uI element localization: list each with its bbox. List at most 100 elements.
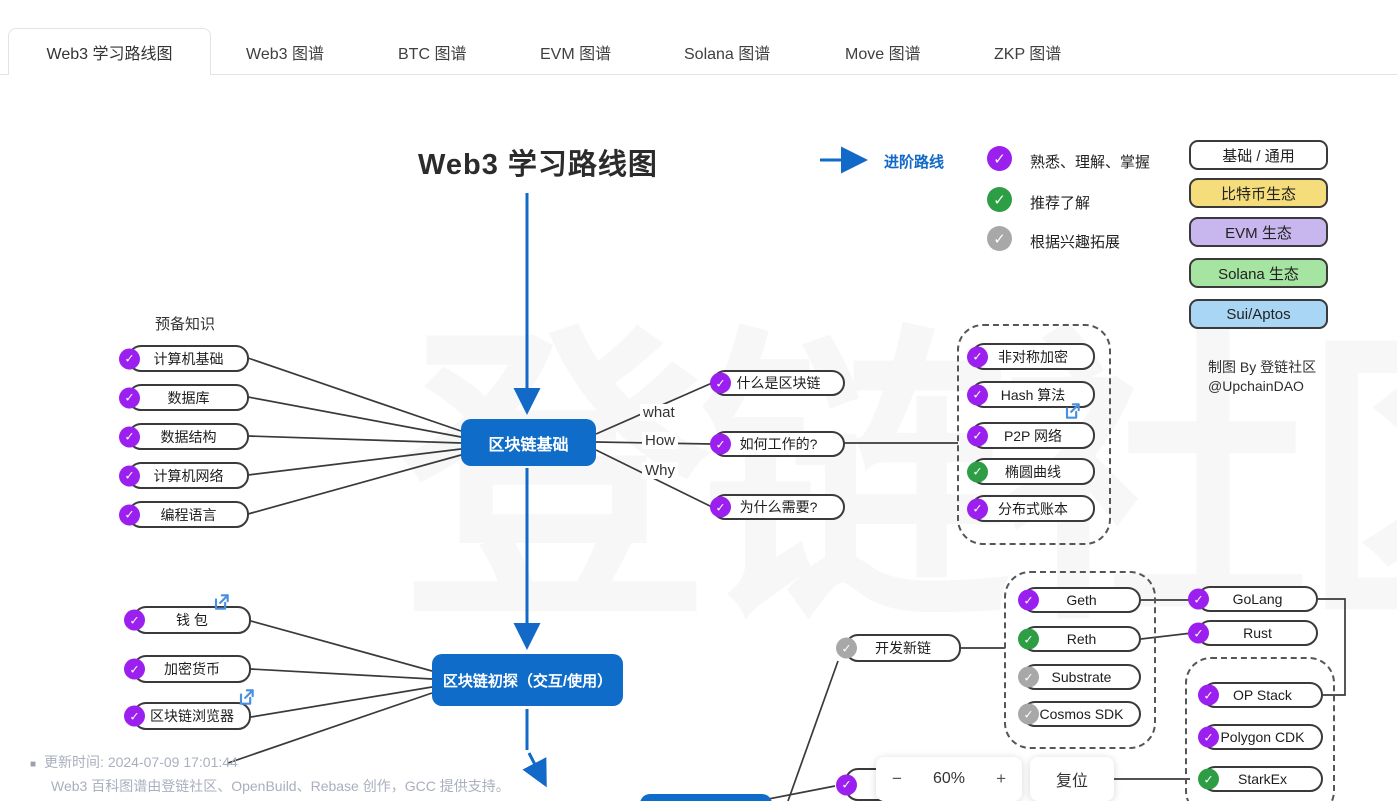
node-label: 计算机网络: [153, 467, 224, 484]
node-label: 区块链基础: [488, 436, 569, 454]
node-dev-new-chain[interactable]: 开发新链: [836, 634, 961, 662]
node-p2p-network[interactable]: P2P 网络: [967, 422, 1095, 449]
node-wallet[interactable]: 钱 包: [124, 606, 251, 634]
tab-web3-atlas[interactable]: Web3 图谱: [246, 46, 324, 63]
node-label: Hash 算法: [1000, 386, 1066, 403]
check-icon-mastery: [987, 146, 1012, 171]
check-icon: [1198, 768, 1219, 790]
footer-updated-text: 更新时间: 2024-07-09 17:01:44: [44, 754, 238, 770]
check-icon: [119, 387, 140, 408]
node-cryptocurrency[interactable]: 加密货币: [124, 655, 251, 683]
check-icon: [124, 609, 145, 631]
node-computer-basics[interactable]: 计算机基础: [119, 345, 249, 372]
node-what-is-blockchain[interactable]: 什么是区块链: [710, 370, 845, 396]
node-geth[interactable]: Geth: [1018, 587, 1141, 613]
check-icon: [119, 348, 140, 369]
node-label: 数据库: [167, 389, 210, 406]
node-computer-networks[interactable]: 计算机网络: [119, 462, 249, 489]
node-label: 为什么需要?: [739, 499, 818, 515]
node-label: Substrate: [1051, 669, 1112, 685]
category-evm: EVM 生态: [1189, 217, 1328, 247]
zoom-toolbar: − 60% +: [876, 757, 1022, 801]
check-icon: [124, 658, 145, 680]
tab-btc-atlas[interactable]: BTC 图谱: [398, 46, 467, 63]
reset-view-button[interactable]: 复位: [1030, 757, 1114, 801]
zoom-out-button[interactable]: −: [892, 769, 902, 788]
author-credit-line2: @UpchainDAO: [1208, 378, 1304, 394]
category-solana: Solana 生态: [1189, 258, 1328, 288]
check-icon: [1018, 703, 1039, 725]
node-op-stack[interactable]: OP Stack: [1198, 682, 1323, 708]
check-icon: [836, 774, 857, 795]
node-label: 非对称加密: [998, 348, 1068, 365]
node-how-it-works[interactable]: 如何工作的?: [710, 431, 845, 457]
tab-zkp-atlas[interactable]: ZKP 图谱: [994, 46, 1062, 63]
footer-updated: ■ 更新时间: 2024-07-09 17:01:44: [30, 752, 238, 772]
check-icon: [1198, 684, 1219, 706]
tab-web3-roadmap[interactable]: Web3 学习路线图: [8, 28, 211, 75]
external-link-icon[interactable]: [211, 592, 231, 612]
node-why-needed[interactable]: 为什么需要?: [710, 494, 845, 520]
check-icon: [836, 637, 857, 659]
node-reth[interactable]: Reth: [1018, 626, 1141, 652]
node-programming-languages[interactable]: 编程语言: [119, 501, 249, 528]
branch-label-what: what: [640, 404, 678, 421]
tab-move-atlas[interactable]: Move 图谱: [845, 46, 921, 63]
node-label: P2P 网络: [1003, 427, 1063, 444]
node-substrate[interactable]: Substrate: [1018, 664, 1141, 690]
check-icon: [1188, 588, 1209, 610]
node-distributed-ledger[interactable]: 分布式账本: [967, 495, 1095, 522]
check-icon: [119, 465, 140, 486]
prereq-heading: 预备知识: [155, 316, 216, 333]
category-sui-aptos: Sui/Aptos: [1189, 299, 1328, 329]
check-icon: [967, 346, 988, 367]
check-icon: [710, 496, 731, 518]
external-link-icon[interactable]: [236, 687, 256, 707]
node-blockchain-firstlook[interactable]: 区块链初探（交互/使用）: [432, 654, 623, 706]
check-icon: [124, 705, 145, 727]
node-label: 椭圆曲线: [1005, 463, 1061, 480]
node-block-explorer[interactable]: 区块链浏览器: [124, 702, 251, 730]
group-l2-stacks: [1185, 657, 1335, 801]
node-cosmos-sdk[interactable]: Cosmos SDK: [1018, 701, 1141, 727]
check-icon: [967, 498, 988, 519]
node-label: OP Stack: [1233, 687, 1292, 703]
category-basic: 基础 / 通用: [1189, 140, 1328, 170]
legend-mastery-label: 熟悉、理解、掌握: [1030, 154, 1151, 171]
node-golang[interactable]: GoLang: [1188, 586, 1318, 612]
tab-solana-atlas[interactable]: Solana 图谱: [684, 46, 771, 63]
footer-credits: Web3 百科图谱由登链社区、OpenBuild、Rebase 创作，GCC 提…: [51, 778, 510, 794]
branch-label-how: How: [642, 432, 679, 449]
node-data-structures[interactable]: 数据结构: [119, 423, 249, 450]
legend-recommended-label: 推荐了解: [1030, 195, 1091, 212]
external-link-icon[interactable]: [1062, 401, 1082, 421]
zoom-in-button[interactable]: +: [996, 769, 1006, 788]
node-partial-bottom-blue[interactable]: [640, 794, 772, 801]
map-title: Web3 学习路线图: [418, 149, 658, 181]
node-label: 数据结构: [160, 428, 217, 445]
node-database[interactable]: 数据库: [119, 384, 249, 411]
node-label: Cosmos SDK: [1039, 706, 1124, 722]
node-rust[interactable]: Rust: [1188, 620, 1318, 646]
node-asymmetric-encryption[interactable]: 非对称加密: [967, 343, 1095, 370]
check-icon: [1018, 666, 1039, 688]
tab-evm-atlas[interactable]: EVM 图谱: [540, 46, 612, 63]
check-icon: [967, 384, 988, 405]
node-elliptic-curve[interactable]: 椭圆曲线: [967, 458, 1095, 485]
node-label: 开发新链: [875, 640, 931, 656]
node-label: Rust: [1243, 625, 1272, 641]
tab-bar: Web3 学习路线图 Web3 图谱 BTC 图谱 EVM 图谱 Solana …: [0, 0, 1397, 75]
node-blockchain-basics[interactable]: 区块链基础: [461, 419, 596, 466]
branch-label-why: Why: [642, 462, 678, 479]
category-bitcoin: 比特币生态: [1189, 178, 1328, 208]
author-credit: 制图 By 登链社区 @UpchainDAO: [1208, 358, 1316, 396]
check-icon-recommended: [987, 187, 1012, 212]
node-label: 加密货币: [164, 661, 220, 677]
bullet-icon: ■: [30, 759, 37, 770]
node-label: 计算机基础: [153, 350, 224, 367]
check-icon-optional: [987, 226, 1012, 251]
node-starkex[interactable]: StarkEx: [1198, 766, 1323, 792]
node-polygon-cdk[interactable]: Polygon CDK: [1198, 724, 1323, 750]
node-label: Geth: [1066, 592, 1097, 608]
